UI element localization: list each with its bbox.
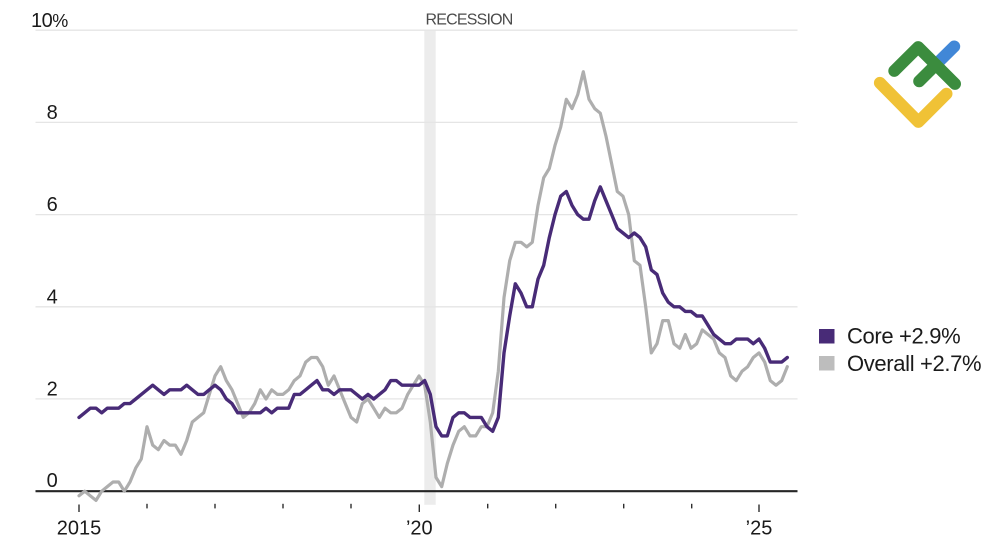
svg-text:4: 4 xyxy=(47,286,58,308)
svg-text:Overall +2.7%: Overall +2.7% xyxy=(847,351,981,376)
svg-text:’20: ’20 xyxy=(406,518,433,540)
svg-text:2015: 2015 xyxy=(57,518,102,540)
svg-text:6: 6 xyxy=(47,194,58,216)
svg-text:10%: 10% xyxy=(31,10,68,32)
svg-text:RECESSION: RECESSION xyxy=(426,12,513,29)
svg-text:’25: ’25 xyxy=(746,518,773,540)
svg-text:2: 2 xyxy=(47,378,58,400)
svg-text:Core +2.9%: Core +2.9% xyxy=(847,323,960,348)
svg-text:8: 8 xyxy=(47,102,58,124)
svg-text:0: 0 xyxy=(47,470,58,492)
